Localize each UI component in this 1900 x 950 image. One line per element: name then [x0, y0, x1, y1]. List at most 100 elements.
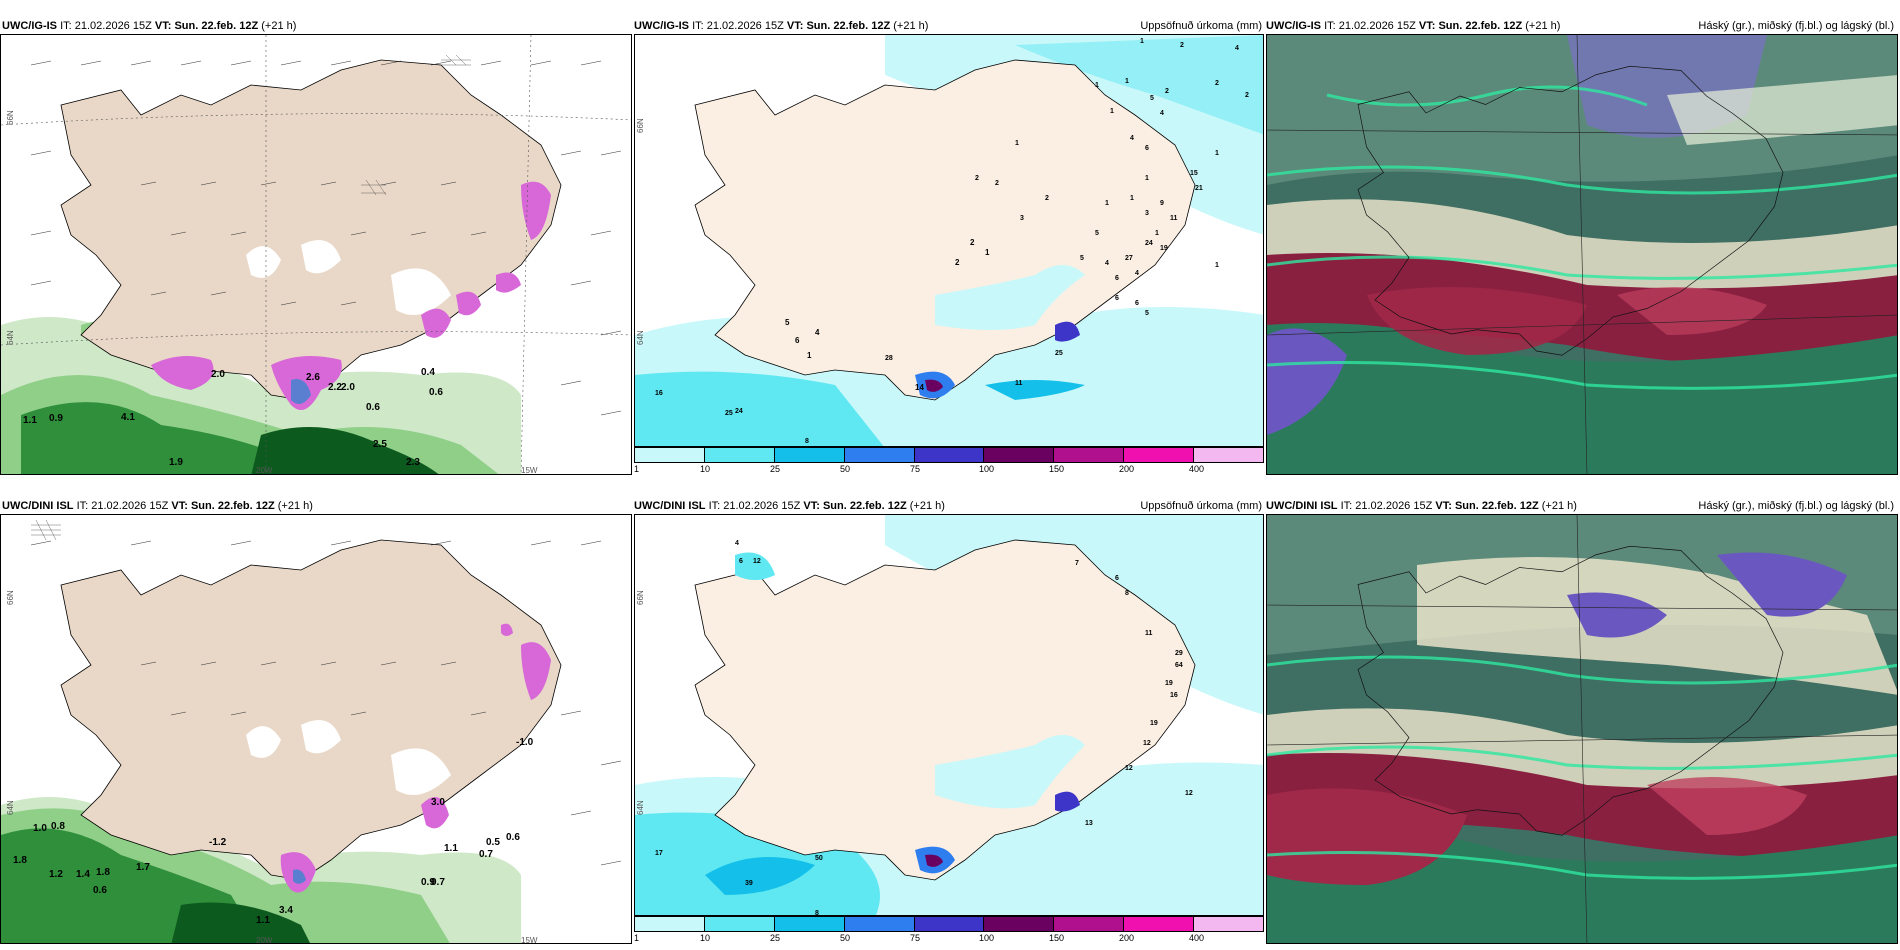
panel-title: UWC/IG-IS IT: 21.02.2026 15Z VT: Sun. 22… — [1266, 20, 1561, 32]
wind-label: 1.1 — [444, 843, 458, 854]
legend-swatch — [984, 917, 1055, 931]
lat-label: 64N — [6, 330, 15, 345]
svg-text:6: 6 — [1115, 575, 1119, 582]
panel-title: UWC/DINI ISL IT: 21.02.2026 15Z VT: Sun.… — [1266, 500, 1577, 512]
legend-swatch — [635, 448, 705, 462]
panel-bottom-left: UWC/DINI ISL IT: 21.02.2026 15Z VT: Sun.… — [0, 492, 632, 944]
svg-text:14: 14 — [915, 383, 924, 392]
panel-top-right: UWC/IG-IS IT: 21.02.2026 15Z VT: Sun. 22… — [1266, 12, 1898, 475]
svg-text:6: 6 — [1135, 300, 1139, 307]
lon-label: 15W — [521, 936, 538, 944]
svg-text:1: 1 — [1130, 195, 1134, 202]
svg-text:25: 25 — [725, 410, 733, 417]
map-frame: 4 6 12 7 6 8 11 29 64 19 16 19 12 12 12 … — [634, 514, 1264, 916]
legend-swatch — [1124, 448, 1195, 462]
wind-label: 2.0 — [341, 382, 355, 393]
wind-label: 0.9 — [49, 413, 63, 424]
legend-swatch — [774, 448, 845, 462]
wind-label: 2.6 — [306, 372, 320, 383]
wind-precip-map-bottom: 1.0 0.8 1.8 1.2 1.4 1.8 1.7 0.6 -1.2 3.4… — [1, 515, 631, 944]
precip-legend — [634, 447, 1264, 463]
legend-swatch — [635, 917, 705, 931]
svg-text:2: 2 — [975, 175, 979, 182]
wind-label: 0.6 — [366, 402, 380, 413]
lat-label: 66N — [636, 118, 645, 133]
precip-legend — [634, 916, 1264, 932]
svg-text:5: 5 — [1150, 95, 1154, 102]
svg-text:3: 3 — [1145, 210, 1149, 217]
legend-swatch — [1124, 917, 1195, 931]
svg-text:1: 1 — [1215, 150, 1219, 157]
wind-label: 0.7 — [479, 849, 493, 860]
cloud-map-top — [1267, 35, 1897, 474]
legend-swatch — [1054, 917, 1125, 931]
svg-text:8: 8 — [805, 438, 809, 445]
svg-text:11: 11 — [1015, 380, 1023, 387]
svg-text:2: 2 — [1215, 80, 1219, 87]
map-frame: 1.1 0.9 4.1 2.5 2.3 0.6 0.6 1.9 0.4 2.0 … — [0, 34, 632, 475]
svg-text:4: 4 — [1160, 110, 1164, 117]
svg-text:1: 1 — [807, 351, 812, 360]
svg-text:5: 5 — [1080, 255, 1084, 262]
wind-label: 3.0 — [431, 797, 445, 808]
panel-title: UWC/DINI ISL IT: 21.02.2026 15Z VT: Sun.… — [2, 500, 313, 512]
legend-swatch — [774, 917, 845, 931]
wind-label: 1.4 — [76, 869, 90, 880]
wind-label: 0.6 — [429, 387, 443, 398]
legend-swatch — [704, 448, 775, 462]
svg-text:1: 1 — [1015, 140, 1019, 147]
svg-text:4: 4 — [815, 328, 820, 337]
svg-text:2: 2 — [995, 180, 999, 187]
legend-swatch — [1194, 448, 1264, 462]
legend-swatch — [844, 448, 915, 462]
lat-label: 66N — [636, 590, 645, 605]
svg-text:1: 1 — [1110, 108, 1114, 115]
wind-label: 2.3 — [406, 457, 420, 468]
legend-swatch — [984, 448, 1055, 462]
panel-title: UWC/DINI ISL IT: 21.02.2026 15Z VT: Sun.… — [634, 500, 945, 512]
svg-text:4: 4 — [1135, 270, 1139, 277]
svg-text:1: 1 — [1125, 78, 1129, 85]
svg-text:29: 29 — [1175, 650, 1183, 657]
wind-label: 0.4 — [421, 367, 435, 378]
panel-right-title: Uppsöfnuð úrkoma (mm) — [1140, 20, 1262, 32]
precip-map-bottom: 4 6 12 7 6 8 11 29 64 19 16 19 12 12 12 … — [635, 515, 1263, 915]
lat-label: 66N — [6, 110, 15, 125]
svg-text:2: 2 — [1245, 92, 1249, 99]
svg-text:2: 2 — [1165, 88, 1169, 95]
map-frame — [1266, 514, 1898, 944]
svg-text:1: 1 — [1105, 200, 1109, 207]
svg-text:19: 19 — [1165, 680, 1173, 687]
cloud-map-bottom — [1267, 515, 1897, 943]
panel-right-title: Háský (gr.), miðský (fj.bl.) og lágský (… — [1698, 500, 1894, 512]
svg-text:4: 4 — [1235, 45, 1239, 52]
svg-text:17: 17 — [655, 850, 663, 857]
legend-swatch — [914, 917, 985, 931]
svg-text:19: 19 — [1150, 720, 1158, 727]
svg-text:11: 11 — [1145, 630, 1153, 637]
panel-top-left: UWC/IG-IS IT: 21.02.2026 15Z VT: Sun. 22… — [0, 12, 632, 475]
legend-swatch — [704, 917, 775, 931]
legend-swatch — [1054, 448, 1125, 462]
svg-text:3: 3 — [1020, 215, 1024, 222]
svg-text:5: 5 — [1145, 310, 1149, 317]
wind-label: 2.5 — [373, 439, 387, 450]
svg-text:4: 4 — [1130, 135, 1134, 142]
svg-text:25: 25 — [1055, 350, 1063, 357]
legend-swatch — [1194, 917, 1264, 931]
svg-text:13: 13 — [1085, 820, 1093, 827]
svg-text:16: 16 — [1170, 692, 1178, 699]
panel-top-middle: UWC/IG-IS IT: 21.02.2026 15Z VT: Sun. 22… — [634, 12, 1264, 474]
svg-text:4: 4 — [735, 540, 739, 547]
svg-text:1: 1 — [1095, 82, 1099, 89]
lon-label: 20W — [256, 936, 273, 944]
map-frame: 1.0 0.8 1.8 1.2 1.4 1.8 1.7 0.6 -1.2 3.4… — [0, 514, 632, 944]
panel-right-title: Uppsöfnuð úrkoma (mm) — [1140, 500, 1262, 512]
svg-text:50: 50 — [815, 855, 823, 862]
panel-bottom-right: UWC/DINI ISL IT: 21.02.2026 15Z VT: Sun.… — [1266, 492, 1898, 944]
panel-title: UWC/IG-IS IT: 21.02.2026 15Z VT: Sun. 22… — [634, 20, 929, 32]
svg-text:1: 1 — [1145, 175, 1149, 182]
wind-label: 0.8 — [51, 821, 65, 832]
legend-swatch — [914, 448, 985, 462]
